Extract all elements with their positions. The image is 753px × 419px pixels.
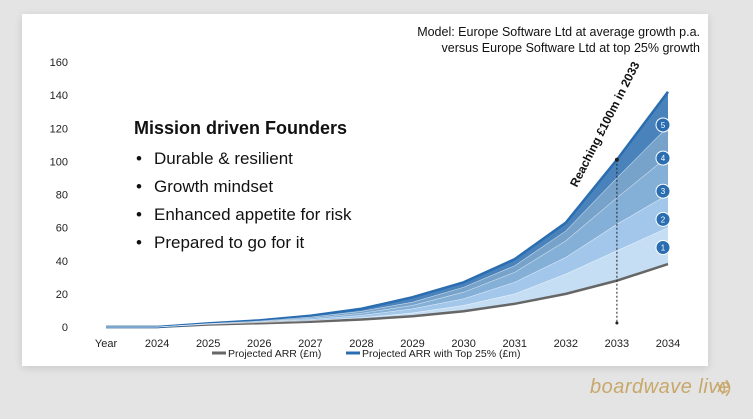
band-marker-label: 2 — [661, 215, 666, 224]
bullet-icon: • — [136, 177, 142, 196]
y-tick-label: 20 — [56, 289, 68, 301]
series-lines — [106, 91, 669, 329]
band-marker — [655, 240, 671, 255]
y-tick-label: 60 — [56, 223, 68, 235]
legend-label: Projected ARR with Top 25% (£m) — [362, 348, 521, 360]
bullet-icon: • — [136, 149, 142, 168]
founders-item: • Durable & resilient — [134, 145, 434, 173]
x-axis-first-label: Year — [95, 338, 118, 350]
band-marker-label: 4 — [661, 154, 666, 163]
founders-item: • Enhanced appetite for risk — [134, 201, 434, 229]
y-tick-label: 160 — [50, 57, 68, 69]
x-tick-label: 2028 — [349, 338, 373, 350]
y-tick-label: 120 — [50, 123, 68, 135]
annotation-point — [614, 157, 619, 162]
founders-callout: Mission driven Founders • Durable & resil… — [134, 118, 434, 257]
y-tick-label: 0 — [62, 322, 68, 334]
founders-item-text: Growth mindset — [154, 177, 274, 196]
y-tick-label: 100 — [50, 156, 68, 168]
founders-item-text: Prepared to go for it — [154, 233, 305, 252]
founders-item: • Growth mindset — [134, 173, 434, 201]
x-tick-label: 2026 — [247, 338, 271, 350]
founders-heading: Mission driven Founders — [134, 118, 348, 138]
band-marker — [655, 183, 671, 199]
x-tick-label: 2024 — [145, 338, 169, 350]
x-tick-label: 2034 — [656, 338, 680, 350]
waves-icon — [717, 380, 731, 396]
slide: 0 20 40 60 80 100 120 140 160 Year 2024 2025 2026 202… — [22, 14, 708, 366]
founders-item: • Prepared to go for it — [134, 229, 434, 257]
band-edge-line — [106, 126, 669, 328]
chart-title: Model: Europe Software Ltd at average gr… — [280, 24, 700, 56]
founders-list: • Durable & resilient • Growth mindset • En… — [134, 145, 434, 257]
chart-title-line-2: versus Europe Software Ltd at top 25% gr… — [441, 41, 700, 55]
chart: 0 20 40 60 80 100 120 140 160 Year 2024 2025 2026 202… — [50, 57, 681, 360]
band-marker — [655, 117, 671, 133]
chart-title-line-1: Model: Europe Software Ltd at average gr… — [417, 25, 700, 39]
founders-item-text: Durable & resilient — [154, 149, 293, 168]
brand-text: boardwave live — [590, 376, 731, 398]
axes: 0 20 40 60 80 100 120 140 160 Year 2024 2025 2026 202… — [50, 57, 681, 350]
x-tick-label: 2030 — [451, 338, 475, 350]
band-marker-label: 3 — [661, 187, 666, 196]
bullet-icon: • — [136, 205, 142, 224]
band-marker — [655, 150, 671, 166]
x-tick-label: 2027 — [298, 338, 322, 350]
band-marker-label: 1 — [661, 244, 666, 253]
x-tick-label: 2033 — [605, 338, 629, 350]
x-tick-label: 2032 — [554, 338, 578, 350]
brand-logo: boardwave live — [590, 372, 740, 404]
y-tick-label: 40 — [56, 256, 68, 268]
y-tick-label: 80 — [56, 190, 68, 202]
legend: Projected ARR (£m) Projected ARR with Top… — [212, 348, 521, 360]
band-marker — [655, 211, 671, 227]
x-tick-label: 2025 — [196, 338, 220, 350]
bullet-icon: • — [136, 233, 142, 252]
annotation-baseline-point — [615, 321, 619, 325]
band-marker-label: 5 — [661, 121, 666, 130]
x-tick-label: 2029 — [400, 338, 424, 350]
x-tick-label: 2031 — [502, 338, 526, 350]
founders-item-text: Enhanced appetite for risk — [154, 205, 352, 224]
legend-label: Projected ARR (£m) — [228, 348, 321, 360]
y-tick-label: 140 — [50, 90, 68, 102]
